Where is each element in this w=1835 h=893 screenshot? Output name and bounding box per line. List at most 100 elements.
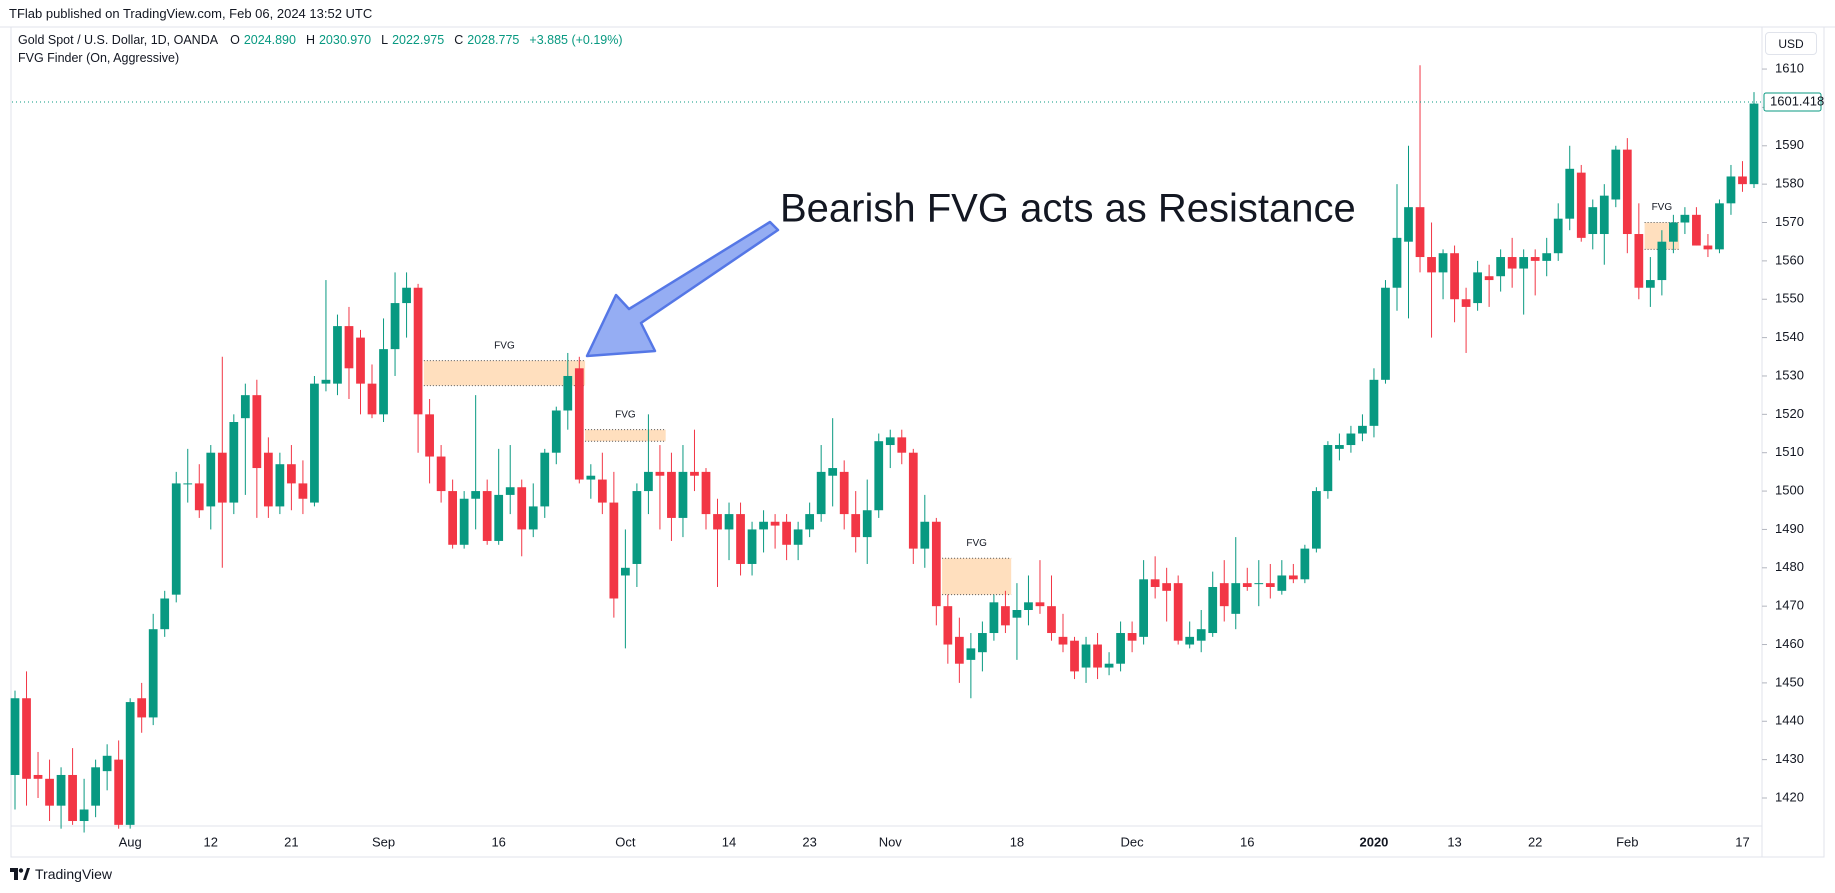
candle-body — [1738, 176, 1747, 185]
y-tick-label: 1460 — [1775, 636, 1804, 651]
fvg-zone — [585, 429, 666, 442]
candle-body — [344, 326, 354, 369]
candle-body — [713, 514, 722, 530]
candle-body — [1335, 445, 1344, 449]
fvg-label: FVG — [615, 409, 636, 420]
candle-body — [1265, 583, 1275, 587]
candle-body — [91, 767, 100, 806]
candle-body — [1611, 149, 1621, 200]
currency-button[interactable]: USD — [1765, 32, 1817, 55]
candle-body — [206, 452, 216, 507]
candle-body — [1001, 606, 1010, 626]
candle-body — [1450, 253, 1459, 300]
candle-body — [1058, 636, 1068, 645]
candle-body — [1461, 299, 1471, 307]
ohlc-key: L — [381, 33, 389, 47]
ohlc-value: 2028.775 — [467, 33, 520, 47]
candle-body — [954, 636, 964, 664]
candle-body — [1346, 433, 1356, 446]
candle-body — [1104, 663, 1114, 668]
candle-body — [1473, 272, 1482, 304]
x-tick-label: Feb — [1616, 834, 1638, 849]
candle-body — [839, 471, 849, 515]
y-tick-label: 1580 — [1775, 176, 1804, 191]
candle-body — [966, 648, 976, 660]
x-tick-label: Sep — [372, 834, 395, 849]
x-tick-label: Dec — [1121, 834, 1145, 849]
candle-body — [1081, 644, 1091, 668]
published-line: TFlab published on TradingView.com, Feb … — [9, 6, 373, 21]
candle-body — [379, 349, 388, 415]
candle-body — [1024, 602, 1033, 611]
candle-body — [217, 452, 227, 503]
candle-body — [1588, 207, 1598, 235]
fvg-zone — [942, 558, 1012, 595]
fvg-label: FVG — [494, 340, 515, 351]
annotation: Bearish FVG acts as Resistance — [780, 187, 1356, 231]
candle-body — [333, 326, 342, 384]
candle-body — [102, 755, 112, 772]
candle-body — [459, 498, 469, 545]
candle-body — [690, 471, 699, 476]
last-price-label: 1601.418 — [1770, 93, 1824, 108]
symbol: Gold Spot / U.S. Dollar, 1D, OANDA — [18, 33, 219, 47]
candle-body — [862, 510, 872, 538]
candle-body — [263, 452, 273, 507]
candle-body — [805, 514, 815, 530]
candle-body — [551, 410, 561, 453]
candle-body — [655, 471, 665, 476]
ohlc-value: 2024.890 — [243, 33, 296, 47]
ohlc-key: H — [305, 33, 315, 47]
candle-body — [321, 379, 331, 384]
candle-body — [505, 487, 515, 495]
candle-body — [851, 514, 861, 538]
candle-body — [1438, 253, 1448, 273]
candle-body — [1358, 425, 1367, 434]
candle-body — [56, 774, 66, 806]
candle-body — [828, 468, 838, 476]
candle-body — [287, 464, 296, 484]
ohlc-value: 2030.970 — [318, 33, 372, 47]
candle-body — [148, 629, 158, 718]
candle-body — [1116, 633, 1125, 664]
x-tick-label: 21 — [284, 834, 298, 849]
y-tick-label: 1470 — [1775, 598, 1804, 613]
candle-body — [770, 521, 780, 526]
candle-body — [1542, 253, 1552, 261]
y-tick-label: 1440 — [1775, 713, 1804, 728]
x-tick-label: Nov — [879, 834, 903, 849]
candle-body — [482, 491, 492, 541]
candle-body — [125, 702, 135, 825]
candle-body — [298, 483, 308, 499]
candle-body — [1277, 575, 1287, 591]
candle-body — [586, 475, 596, 480]
x-tick-label: 2020 — [1359, 834, 1388, 849]
x-tick-label: 18 — [1010, 834, 1024, 849]
candle-body — [10, 698, 20, 775]
candle-body — [471, 491, 481, 499]
candle-body — [1576, 172, 1586, 238]
footer-text: TradingView — [35, 866, 113, 882]
candle-body — [989, 602, 999, 634]
candle-body — [1749, 103, 1759, 185]
candle-body — [1242, 583, 1252, 587]
candle-body — [1599, 195, 1609, 235]
candle-body — [1726, 176, 1736, 204]
candle-body — [1035, 602, 1045, 607]
candle-body — [1404, 207, 1413, 242]
candle-body — [171, 483, 181, 595]
candle-body — [1300, 548, 1310, 580]
candle-body — [1196, 629, 1206, 641]
y-tick-label: 1420 — [1775, 789, 1804, 804]
candle-body — [194, 483, 204, 511]
y-tick-label: 1610 — [1775, 60, 1804, 75]
candle-body — [1288, 575, 1298, 580]
candle-body — [759, 521, 768, 530]
y-tick-label: 1480 — [1775, 559, 1804, 574]
candle-body — [1553, 218, 1563, 254]
candle-body — [632, 491, 642, 564]
annotation-arrow — [585, 220, 780, 358]
ohlc-value: 2022.975 — [392, 33, 445, 47]
candle-body — [1127, 633, 1137, 641]
